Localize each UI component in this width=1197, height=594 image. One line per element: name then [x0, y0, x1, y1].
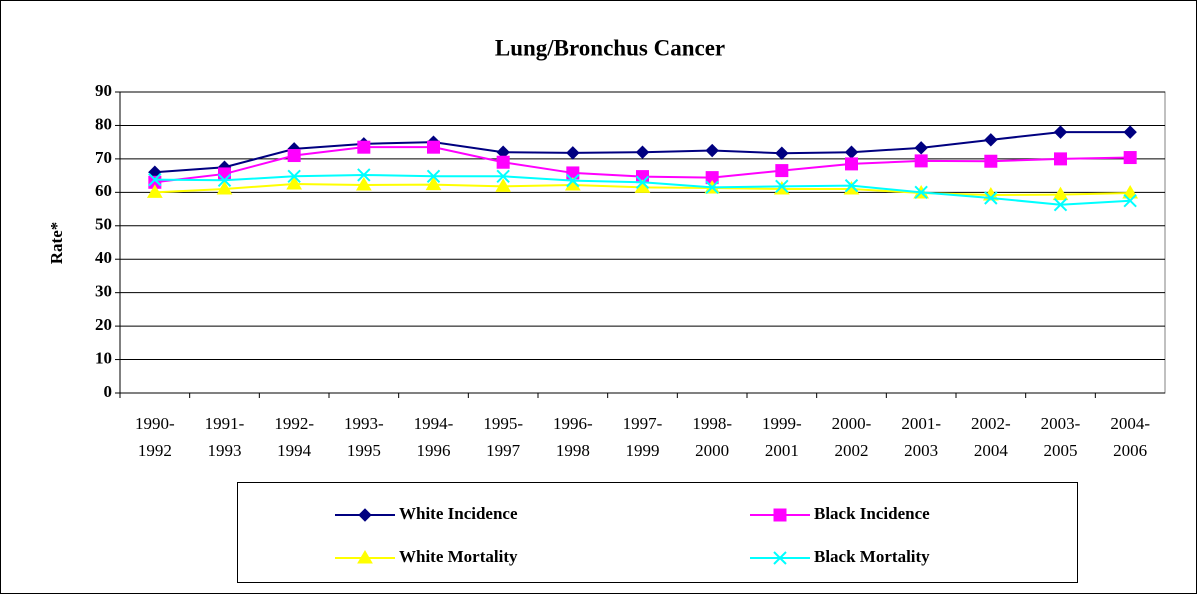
- marker: [146, 184, 163, 198]
- y-tick-label: 30: [95, 282, 112, 301]
- marker: [217, 173, 232, 188]
- marker: [845, 157, 858, 171]
- y-tick-label: 60: [95, 181, 112, 200]
- legend-marker: [773, 551, 787, 565]
- y-tick-label: 70: [95, 148, 112, 167]
- y-tick-label: 40: [95, 248, 112, 267]
- x-tick-label: 1998-2000: [692, 414, 732, 460]
- marker: [287, 149, 301, 163]
- x-tick-label: 1994-1996: [414, 414, 454, 460]
- marker: [914, 154, 928, 168]
- y-tick-label: 20: [95, 315, 112, 334]
- marker: [357, 168, 371, 182]
- marker: [287, 169, 301, 183]
- marker: [1123, 151, 1137, 165]
- y-tick-label: 0: [104, 382, 113, 401]
- legend: [237, 482, 1078, 583]
- x-tick-label: 2000-2002: [832, 414, 872, 460]
- marker: [566, 173, 580, 188]
- x-tick-label: 1997-1999: [623, 414, 663, 460]
- marker: [357, 140, 371, 154]
- marker: [984, 154, 998, 168]
- x-tick-label: 2001-2003: [901, 414, 941, 460]
- marker: [914, 141, 928, 155]
- marker: [426, 169, 441, 183]
- legend-marker: [358, 508, 372, 522]
- marker: [286, 175, 303, 190]
- marker: [355, 176, 372, 191]
- marker: [218, 167, 231, 181]
- marker: [216, 180, 233, 195]
- legend-label: White Mortality: [399, 547, 518, 566]
- legend-marker: [773, 508, 787, 522]
- x-tick-label: 1991-1993: [205, 414, 245, 460]
- marker: [496, 155, 510, 169]
- legend-label: White Incidence: [399, 504, 518, 523]
- marker: [705, 143, 719, 158]
- marker: [566, 146, 580, 160]
- marker: [1123, 193, 1137, 208]
- marker: [914, 185, 928, 200]
- marker: [635, 145, 650, 159]
- x-tick-label: 1999-2001: [762, 414, 802, 460]
- x-tick-label: 2003-2005: [1041, 414, 1081, 460]
- x-tick-label: 2002-2004: [971, 414, 1011, 460]
- marker: [495, 178, 512, 192]
- marker: [775, 179, 789, 194]
- x-tick-label: 2004-2006: [1110, 414, 1150, 460]
- marker: [1053, 198, 1068, 212]
- marker: [1123, 125, 1137, 139]
- legend-marker: [357, 550, 373, 564]
- marker: [844, 178, 859, 193]
- x-tick-label: 1996-1998: [553, 414, 593, 460]
- x-tick-label: 1992-1994: [274, 414, 314, 460]
- marker: [1052, 186, 1069, 201]
- marker: [1122, 185, 1139, 199]
- legend-label: Black Mortality: [814, 547, 930, 566]
- marker: [427, 140, 440, 154]
- y-tick-label: 50: [95, 215, 112, 234]
- marker: [775, 146, 789, 160]
- x-tick-label: 1995-1997: [483, 414, 523, 460]
- marker: [1054, 152, 1067, 166]
- marker: [775, 164, 789, 178]
- legend-label: Black Incidence: [814, 504, 930, 523]
- chart-title: Lung/Bronchus Cancer: [495, 35, 725, 60]
- marker: [148, 172, 162, 187]
- y-tick-label: 90: [95, 81, 112, 100]
- marker: [635, 175, 650, 190]
- x-tick-label: 1990-1992: [135, 414, 175, 460]
- y-axis-label: Rate*: [47, 222, 66, 264]
- marker: [425, 176, 442, 191]
- marker: [496, 169, 510, 183]
- marker: [984, 133, 998, 147]
- y-tick-label: 10: [95, 348, 112, 367]
- marker: [705, 180, 719, 195]
- marker: [984, 191, 998, 205]
- x-tick-label: 1993-1995: [344, 414, 384, 460]
- marker: [1053, 125, 1068, 139]
- y-tick-label: 80: [95, 114, 112, 133]
